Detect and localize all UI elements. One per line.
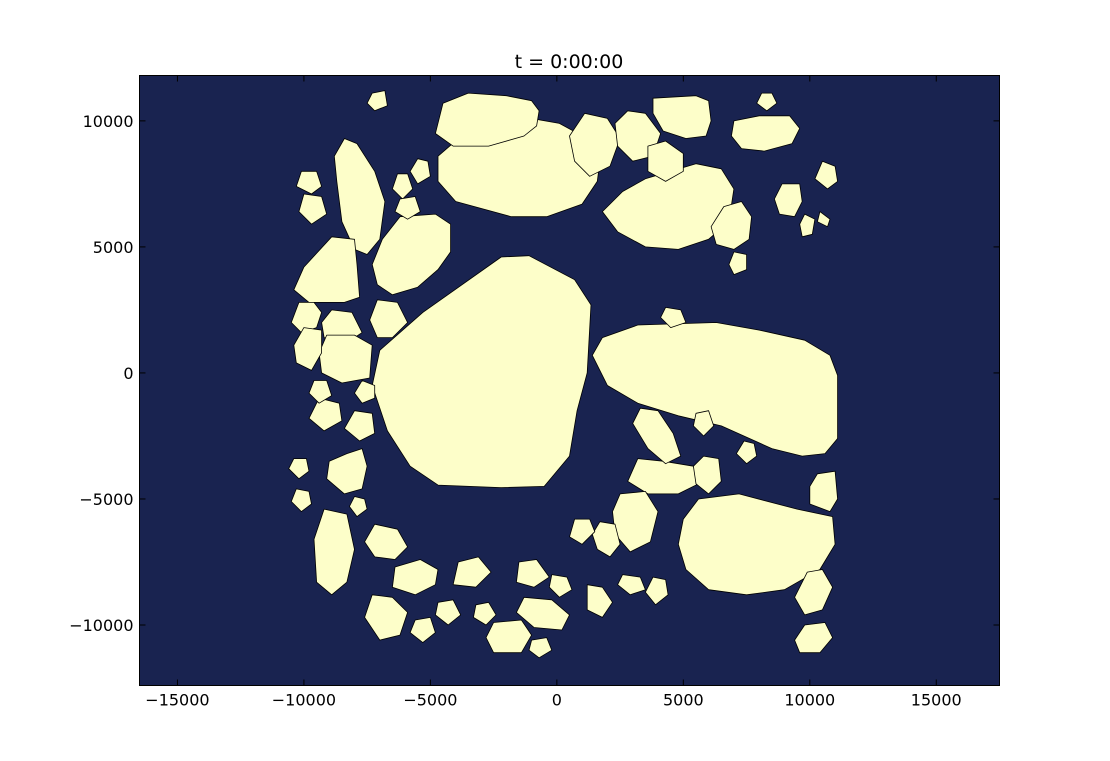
floe-far-r-1 — [809, 470, 838, 513]
floe-top-1 — [434, 92, 540, 147]
floe-r-small-1 — [660, 306, 687, 329]
floe-bottom-2 — [516, 596, 570, 631]
y-tick-label: 0 — [123, 364, 133, 383]
floe-top-right-2 — [731, 115, 801, 152]
floe-tr-5 — [647, 140, 684, 182]
floe-cl-small-2 — [354, 380, 376, 404]
floe-bottom-1 — [485, 619, 532, 654]
floe-mid-r-4 — [693, 455, 722, 495]
floe-b-small-1 — [472, 601, 497, 626]
floe-mid-r-2 — [632, 407, 682, 465]
floe-mid-r-3 — [612, 490, 659, 553]
floe-tl-small-5 — [394, 196, 421, 220]
floe-bottom-3 — [452, 556, 492, 588]
floe-cl-small-3 — [288, 458, 310, 480]
y-tick-label: −10000 — [69, 616, 133, 635]
floe-r-small-3 — [814, 160, 838, 190]
floe-center — [371, 255, 592, 489]
floe-b-small-7 — [617, 574, 646, 596]
floe-tl-small-2 — [298, 193, 328, 225]
floe-b-small-2 — [434, 599, 462, 626]
floe-mid-r-6 — [569, 518, 596, 545]
floe-left-7 — [318, 334, 373, 384]
floe-b-small-6 — [645, 576, 669, 606]
floe-r-small-2 — [728, 251, 747, 276]
floe-cl-small-4 — [290, 488, 312, 513]
y-tick-label: −5000 — [79, 490, 133, 509]
plot-frame — [139, 75, 1000, 686]
floe-left-top-tall — [333, 138, 386, 255]
floe-top-small-1 — [366, 90, 388, 112]
floe-tr-6 — [710, 201, 752, 250]
floe-r-small-4 — [817, 211, 831, 228]
floe-tr-7 — [774, 183, 803, 218]
floe-left-12 — [391, 559, 439, 596]
floe-r-small-6 — [693, 410, 715, 437]
x-tick-label: −5000 — [403, 691, 457, 710]
x-tick-label: 5000 — [663, 691, 704, 710]
x-tick-label: 10000 — [784, 691, 835, 710]
floe-bottom-4 — [516, 559, 550, 588]
x-tick-label: 0 — [552, 691, 562, 710]
floe-bc-3 — [343, 410, 376, 442]
floe-south-east — [677, 493, 836, 596]
floe-top-right-1 — [652, 95, 712, 139]
floe-left-10 — [313, 508, 355, 596]
floe-bc-2 — [308, 397, 343, 432]
floe-tl-small-1 — [295, 170, 323, 195]
y-tick-label: 5000 — [93, 238, 134, 257]
floe-left-3 — [371, 213, 452, 296]
floe-far-r-3 — [794, 622, 833, 654]
floe-far-r-2 — [794, 569, 833, 616]
floe-b-small-3 — [548, 574, 573, 598]
x-axis: −15000 −10000 −5000 0 5000 10000 15000 — [145, 75, 962, 710]
floe-left-6 — [369, 299, 409, 339]
x-tick-label: −15000 — [145, 691, 209, 710]
floe-tl-small-3 — [391, 173, 414, 200]
floe-top-small-2 — [756, 92, 778, 112]
floe-left-4 — [290, 301, 323, 334]
floe-layer — [288, 90, 838, 659]
chart-title: t = 0:00:00 — [515, 51, 624, 73]
floe-bc-1 — [586, 584, 613, 618]
y-tick-label: 10000 — [83, 112, 134, 131]
floe-b-small-4 — [409, 617, 436, 643]
x-tick-label: 15000 — [911, 691, 962, 710]
floe-left-2 — [293, 236, 361, 303]
floe-tl-small-4 — [409, 158, 431, 185]
floe-b-small-5 — [528, 637, 553, 659]
floe-r-small-7 — [736, 440, 758, 465]
floe-cl-small-5 — [348, 496, 368, 517]
floe-cl-small-1 — [308, 380, 333, 404]
floe-tr-3 — [569, 112, 621, 177]
x-tick-label: −10000 — [272, 691, 336, 710]
floe-left-13 — [364, 594, 409, 641]
floe-east — [591, 322, 838, 457]
floe-r-small-5 — [799, 213, 816, 238]
floe-left-8 — [293, 327, 323, 371]
y-axis: −10000 −5000 0 5000 10000 — [69, 112, 1000, 635]
floe-left-9 — [326, 448, 368, 495]
floe-left-11 — [364, 523, 409, 560]
